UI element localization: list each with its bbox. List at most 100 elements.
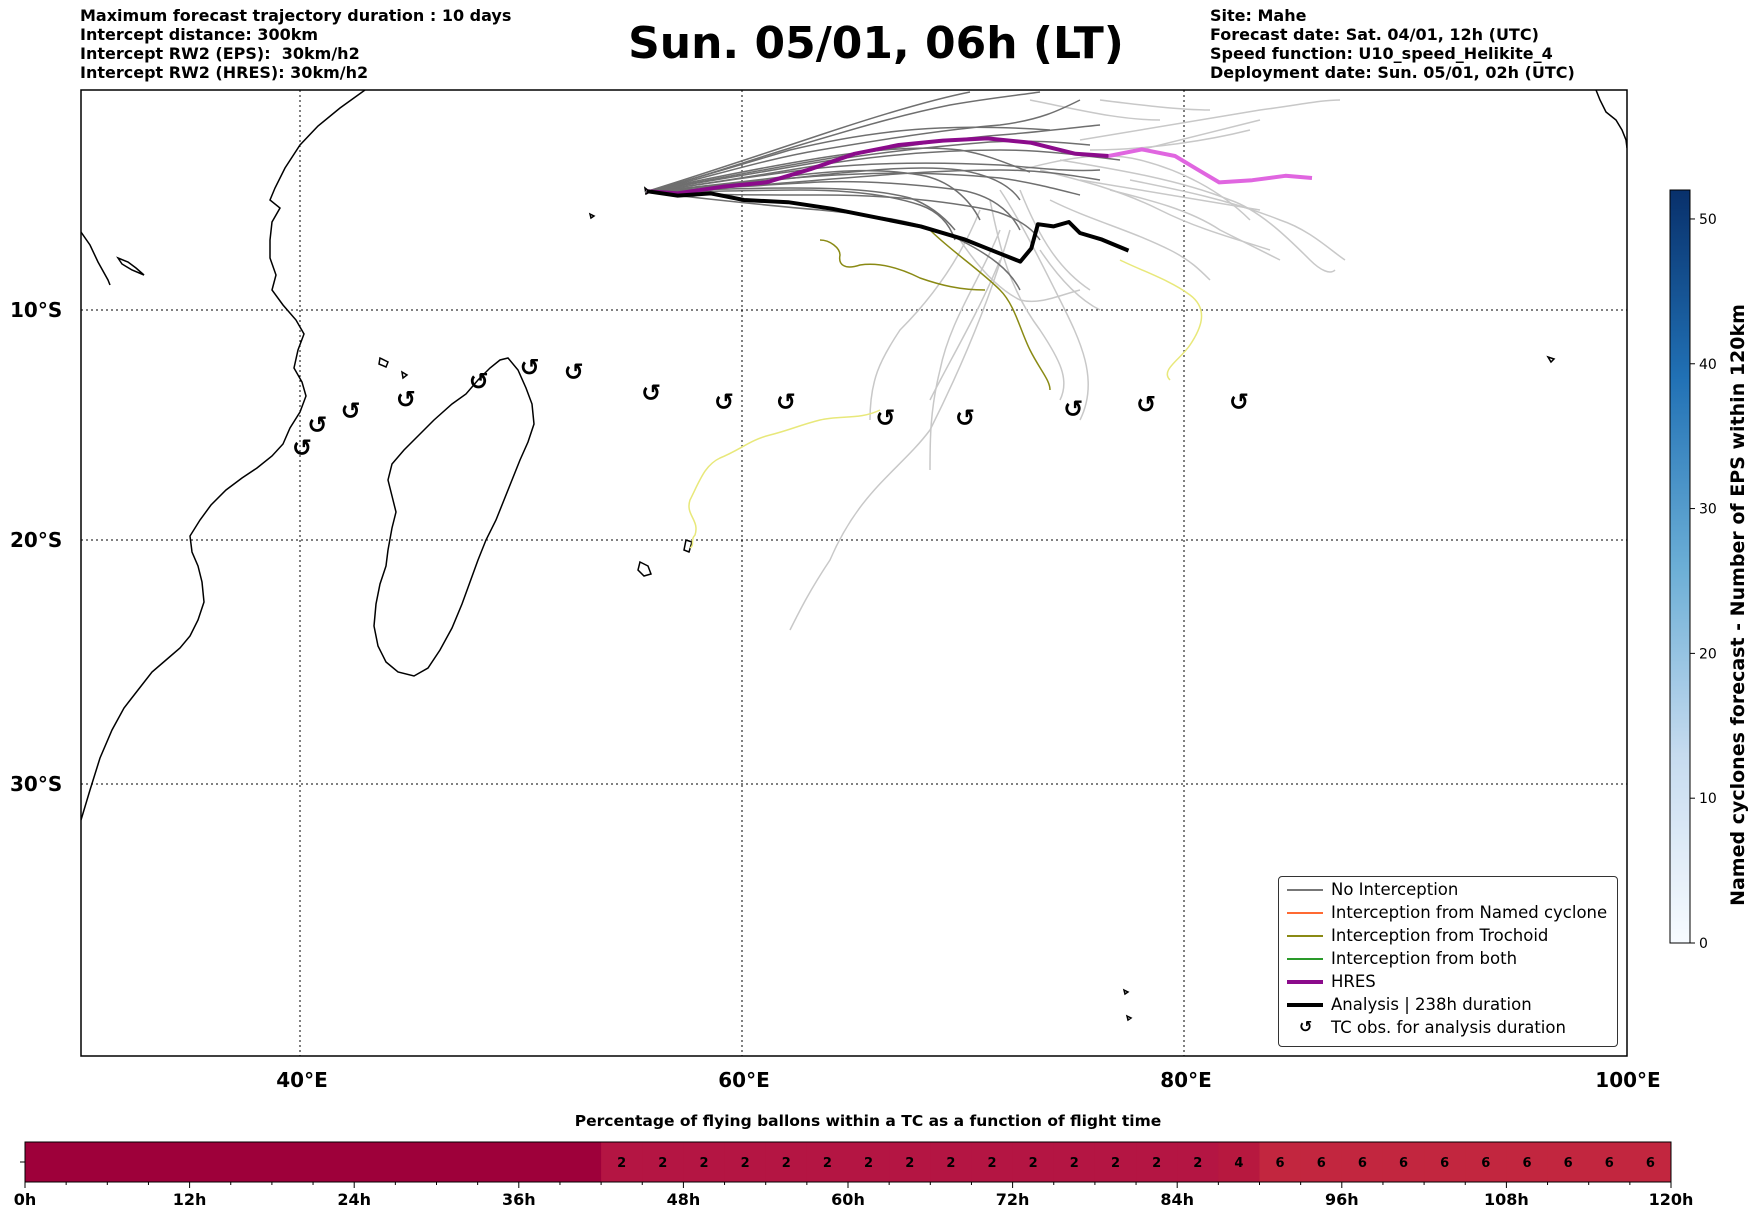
eps-trajectories-dark (644, 91, 1121, 291)
bottom-bar-cell-value: 2 (988, 1156, 997, 1171)
header-right-line: Site: Mahe (1210, 6, 1307, 25)
bottom-bar-cell-value: 2 (1070, 1156, 1079, 1171)
lat-tick-label: 20°S (10, 528, 62, 552)
tc-obs-symbol: ↺ (1229, 388, 1249, 416)
legend-label: Interception from Trochoid (1331, 926, 1549, 945)
somalia-coastline (81, 231, 111, 286)
bottom-bar-cell-value: 6 (1605, 1156, 1614, 1171)
yellow-trajectories (688, 259, 1203, 549)
header-right-line: Speed function: U10_speed_Helikite_4 (1210, 44, 1553, 63)
bottom-bar-tick-label: 60h (831, 1190, 865, 1209)
bottom-bar-cell (889, 1142, 931, 1182)
bottom-bar-cell (848, 1142, 890, 1182)
bottom-bar-cell-value: 6 (1440, 1156, 1449, 1171)
bottom-bar-cell (1588, 1142, 1631, 1182)
tc-obs-symbol: ↺ (341, 397, 361, 425)
tc-obs-symbol: ↺ (307, 411, 327, 439)
bottom-bar-cell (1218, 1142, 1260, 1182)
bottom-bar-cell-value: 2 (905, 1156, 914, 1171)
colorbar-tick-label: 10 (1699, 791, 1717, 807)
header-left-line: Intercept RW2 (EPS): 30km/h2 (80, 44, 360, 63)
bottom-bar-cell-value: 2 (1111, 1156, 1120, 1171)
lon-tick-label: 80°E (1160, 1068, 1212, 1092)
legend-swatch (1287, 980, 1323, 984)
bottom-bar-cell-value: 2 (699, 1156, 708, 1171)
bottom-bar-cell-value: 2 (617, 1156, 626, 1171)
hres-track-tail (1108, 147, 1313, 185)
legend-label: Analysis | 238h duration (1331, 995, 1532, 1014)
tc-observations: ↺↺ ↺ ↺↺ ↺ ↺↺ ↺ ↺↺ ↺ ↺ ↺ ↺ (292, 354, 1249, 463)
bottom-bar-cell-value: 6 (1522, 1156, 1531, 1171)
bottom-bar-tick-label: 12h (173, 1190, 207, 1209)
bottom-bar-cell (930, 1142, 972, 1182)
bottom-bar-cell-value: 6 (1646, 1156, 1655, 1171)
bottom-bar-cell-value: 6 (1564, 1156, 1573, 1171)
bottom-bar-cell (1547, 1142, 1590, 1182)
africa-coastline (81, 90, 366, 821)
colorbar-tick-label: 0 (1699, 936, 1708, 952)
tc-obs-symbol: ↺ (469, 367, 489, 395)
coast-north-east (1595, 90, 1627, 149)
tc-obs-symbol: ↺ (1136, 390, 1156, 418)
bottom-bar-cell (1053, 1142, 1096, 1182)
bottom-bar-cell (1177, 1142, 1219, 1182)
legend-swatch (1287, 889, 1323, 891)
bottom-bar-tick-label: 72h (996, 1190, 1030, 1209)
seychelles-islands (588, 186, 652, 220)
bottom-bar-tick-label: 48h (667, 1190, 701, 1209)
legend-swatch (1287, 1003, 1323, 1007)
colorbar-tick-label: 40 (1699, 357, 1717, 373)
bottom-bar-cell-value: 6 (1317, 1156, 1326, 1171)
colorbar-label: Named cyclones forecast - Number of EPS … (1727, 304, 1749, 906)
tc-obs-symbol: ↺ (875, 404, 895, 432)
header-right-info: Site: Mahe Forecast date: Sat. 04/01, 12… (1210, 6, 1575, 82)
bottom-bar-title: Percentage of flying ballons within a TC… (575, 1112, 1162, 1130)
trochoid-trajectories (819, 229, 1051, 391)
colorbar: 0 10 20 30 40 50 (1669, 189, 1717, 952)
bottom-bar-tick-label: 108h (1484, 1190, 1529, 1209)
bottom-bar-cell (642, 1142, 684, 1182)
bottom-bar-cell-value: 2 (1193, 1156, 1202, 1171)
bottom-bar-cell (683, 1142, 726, 1182)
bottom-bar-tick-label: 24h (337, 1190, 371, 1209)
tc-obs-symbol: ↺ (955, 404, 975, 432)
bottom-bar-tick-label: 84h (1160, 1190, 1194, 1209)
chart-title: Sun. 05/01, 06h (LT) (628, 18, 1124, 69)
bottom-bar-tick-label: 36h (502, 1190, 536, 1209)
tc-obs-symbol: ↺ (1063, 395, 1083, 423)
bottom-bar-cell-value: 2 (658, 1156, 667, 1171)
bottom-bar-cell (1094, 1142, 1137, 1182)
bottom-bar-cell-value: 6 (1399, 1156, 1408, 1171)
tc-obs-symbol: ↺ (714, 388, 734, 416)
header-left-line: Intercept RW2 (HRES): 30km/h2 (80, 63, 369, 82)
bottom-bar-cell-value: 6 (1358, 1156, 1367, 1171)
header-left-info: Maximum forecast trajectory duration : 1… (80, 6, 511, 82)
legend-swatch (1287, 935, 1323, 937)
bottom-bar-cell (1300, 1142, 1343, 1182)
header-right-line: Deployment date: Sun. 05/01, 02h (UTC) (1210, 63, 1575, 82)
tc-obs-symbol: ↺ (292, 434, 312, 462)
bottom-bar-cell (765, 1142, 808, 1182)
tc-symbol-icon: ↺ (1299, 1017, 1313, 1036)
colorbar-tick-label: 30 (1699, 502, 1717, 518)
map-area: ↺↺ ↺ ↺↺ ↺ ↺↺ ↺ ↺↺ ↺ ↺ ↺ ↺ (81, 90, 1627, 1056)
header-right-line: Forecast date: Sat. 04/01, 12h (UTC) (1210, 25, 1539, 44)
bottom-bar-cell-value: 2 (1029, 1156, 1038, 1171)
bottom-bar-cell (1629, 1142, 1672, 1182)
bottom-bar-cell (1465, 1142, 1507, 1182)
bottom-bar-cell-value: 2 (741, 1156, 750, 1171)
legend-item-no-interception: No Interception (1279, 879, 1617, 902)
bottom-bar-cell (971, 1142, 1014, 1182)
bottom-bar-cell (1382, 1142, 1425, 1182)
hres-track (646, 136, 1109, 196)
analysis-track (646, 189, 1130, 264)
bottom-bar-tick-label: 96h (1325, 1190, 1359, 1209)
colorbar-tick-label: 20 (1699, 646, 1717, 662)
tc-obs-symbol: ↺ (641, 379, 661, 407)
bottom-bar-cell (1259, 1142, 1302, 1182)
legend: No Interception Interception from Named … (1278, 876, 1618, 1047)
legend-label: No Interception (1331, 880, 1459, 899)
bottom-bar-cell-value: 2 (864, 1156, 873, 1171)
lon-tick-label: 60°E (718, 1068, 770, 1092)
legend-item-hres: HRES (1279, 971, 1617, 994)
